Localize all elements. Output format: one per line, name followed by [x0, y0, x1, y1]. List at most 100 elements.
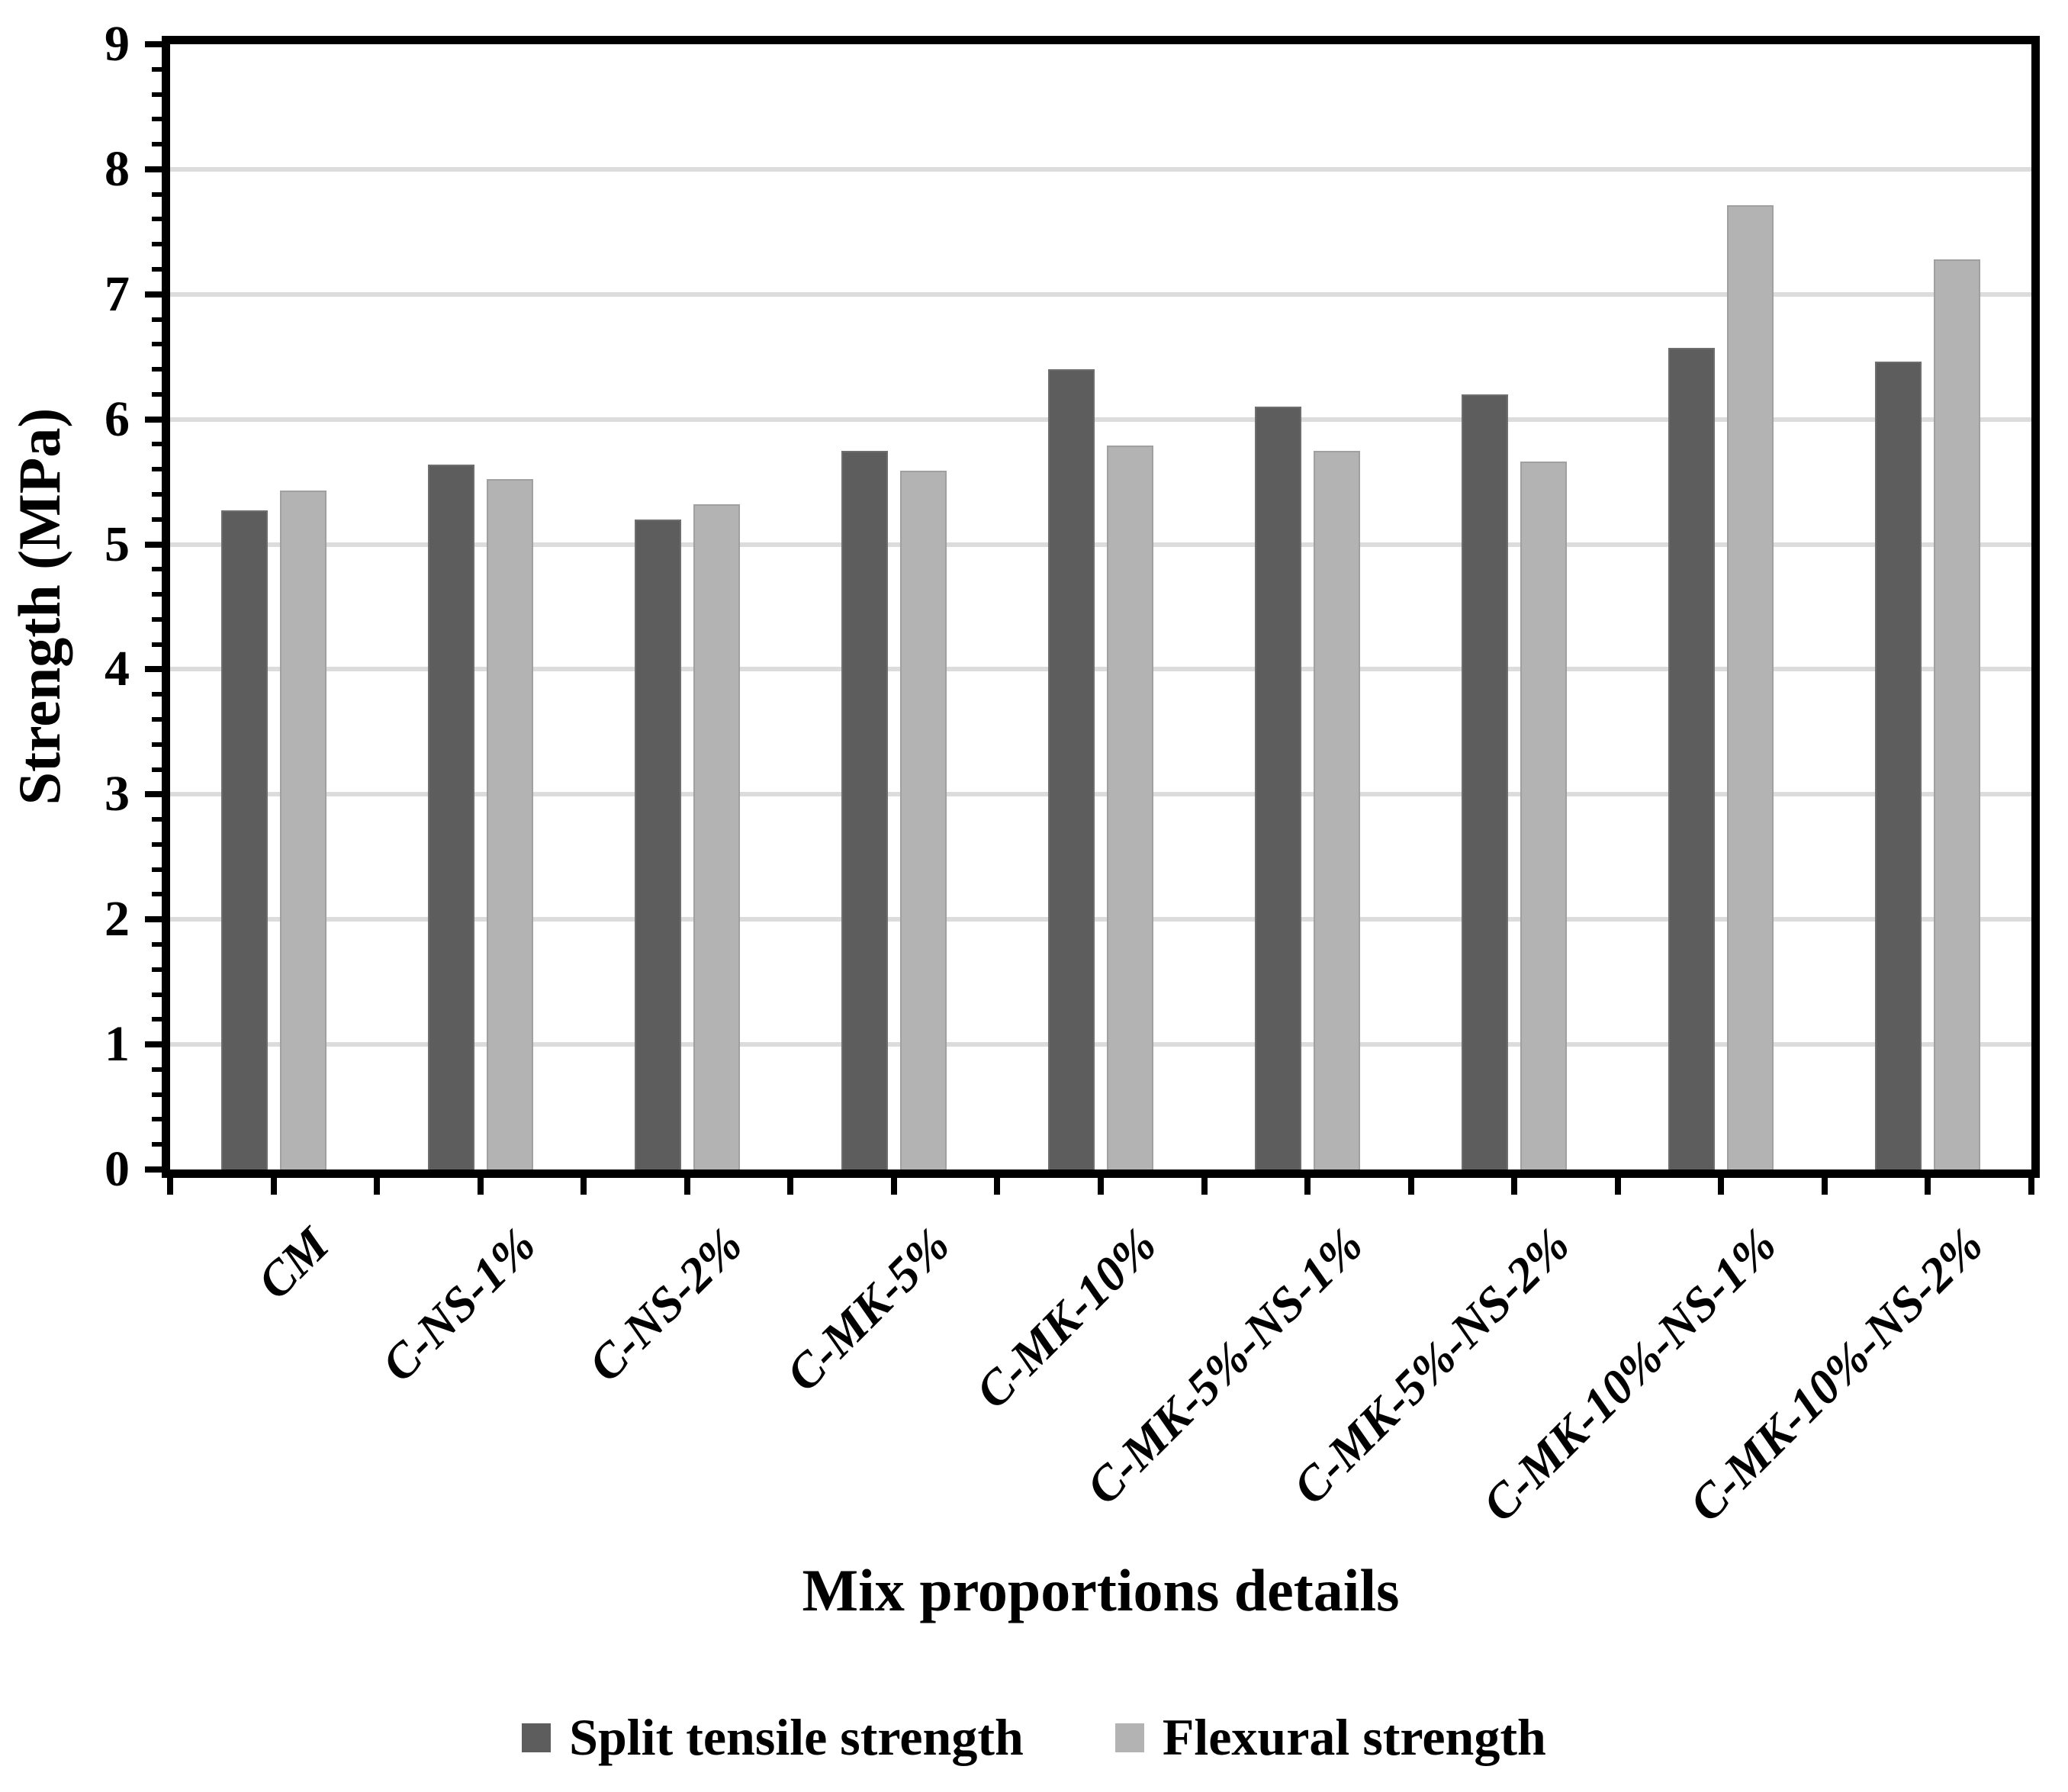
y-tick-label-2: 2: [105, 891, 130, 947]
y-tick-label-5: 5: [105, 516, 130, 572]
bar-split-tensile-C-MK-5%-NS-1%: [1255, 407, 1302, 1169]
y-major-tick-1: [145, 1041, 162, 1048]
y-axis-title-text: Strength (MPa): [6, 407, 72, 806]
y-minor-tick: [152, 117, 162, 122]
y-tick-label-3: 3: [105, 766, 130, 822]
x-tick: [683, 1178, 690, 1195]
y-minor-tick: [152, 992, 162, 997]
y-minor-tick: [152, 642, 162, 647]
bar-flexural-C-NS-1%: [486, 479, 533, 1169]
bar-split-tensile-C-NS-1%: [427, 464, 474, 1169]
x-tick: [1201, 1178, 1208, 1195]
gridline-8: [170, 166, 2031, 172]
y-minor-tick: [152, 942, 162, 947]
bar-flexural-C-MK-5%: [899, 470, 947, 1169]
y-major-tick-9: [145, 41, 162, 47]
plot-area: [145, 36, 2040, 1195]
legend-swatch-icon: [1114, 1723, 1144, 1752]
gridline-6: [170, 417, 2031, 422]
x-tick: [270, 1178, 277, 1195]
y-minor-tick: [152, 1142, 162, 1147]
bar-flexural-C-MK-10%: [1107, 446, 1153, 1169]
bar-split-tensile-CM: [220, 510, 268, 1169]
x-tick: [374, 1178, 381, 1195]
y-minor-tick: [152, 817, 162, 822]
y-minor-tick: [152, 92, 162, 97]
y-minor-tick: [152, 892, 162, 897]
y-minor-tick: [152, 367, 162, 372]
y-major-tick-3: [145, 791, 162, 798]
gridline-4: [170, 667, 2031, 672]
legend-label: Split tensile strength: [569, 1708, 1024, 1766]
legend: Split tensile strength Flexural strength: [0, 1707, 2068, 1768]
x-tick: [1718, 1178, 1725, 1195]
x-tick: [1821, 1178, 1828, 1195]
y-minor-tick: [152, 317, 162, 322]
y-major-tick-5: [145, 541, 162, 548]
y-tick-label-1: 1: [105, 1016, 130, 1073]
x-tick: [1407, 1178, 1414, 1195]
y-minor-tick: [152, 142, 162, 147]
y-minor-tick: [152, 342, 162, 347]
legend-label: Flexural strength: [1162, 1708, 1546, 1766]
legend-item-flexural: Flexural strength: [1114, 1707, 1546, 1768]
y-minor-tick: [152, 191, 162, 197]
gridline-1: [170, 1042, 2031, 1047]
y-minor-tick: [152, 567, 162, 572]
y-minor-tick: [152, 442, 162, 447]
bar-split-tensile-C-MK-10%-NS-1%: [1668, 348, 1716, 1169]
gridline-2: [170, 917, 2031, 922]
y-minor-tick: [152, 592, 162, 597]
bar-flexural-C-MK-5%-NS-1%: [1314, 450, 1361, 1169]
y-minor-tick: [152, 841, 162, 847]
x-axis-title: Mix proportions details: [802, 1557, 1400, 1623]
y-tick-label-0: 0: [105, 1141, 130, 1197]
y-minor-tick: [152, 1067, 162, 1072]
y-tick-label-9: 9: [105, 16, 130, 72]
y-minor-tick: [152, 1017, 162, 1022]
y-tick-label-7: 7: [105, 265, 130, 322]
y-tick-label-4: 4: [105, 641, 130, 697]
x-tick: [890, 1178, 897, 1195]
bar-split-tensile-C-MK-10%-NS-2%: [1875, 362, 1922, 1169]
y-minor-tick: [152, 717, 162, 722]
y-major-tick-4: [145, 666, 162, 673]
bar-split-tensile-C-NS-2%: [634, 519, 681, 1169]
x-tick: [477, 1178, 484, 1195]
y-major-tick-8: [145, 166, 162, 172]
x-category-label-CM: CM: [246, 1217, 339, 1310]
x-tick: [1304, 1178, 1311, 1195]
y-minor-tick: [152, 867, 162, 872]
bar-split-tensile-C-MK-5%-NS-2%: [1462, 394, 1509, 1169]
gridline-5: [170, 542, 2031, 547]
y-minor-tick: [152, 242, 162, 247]
y-major-tick-6: [145, 416, 162, 423]
bar-flexural-C-MK-10%-NS-2%: [1934, 259, 1981, 1169]
y-minor-tick: [152, 967, 162, 972]
legend-swatch-icon: [522, 1723, 552, 1752]
bar-flexural-C-NS-2%: [693, 504, 740, 1169]
x-category-label-C-MK-5%: C-MK-5%: [775, 1217, 960, 1401]
y-tick-label-8: 8: [105, 140, 130, 197]
y-major-tick-2: [145, 916, 162, 923]
y-minor-tick: [152, 692, 162, 697]
y-minor-tick: [152, 516, 162, 522]
y-minor-tick: [152, 267, 162, 272]
y-tick-label-6: 6: [105, 391, 130, 447]
y-minor-tick: [152, 492, 162, 497]
bar-split-tensile-C-MK-10%: [1048, 369, 1095, 1169]
x-tick: [581, 1178, 587, 1195]
x-tick: [1098, 1178, 1104, 1195]
y-major-tick-7: [145, 291, 162, 298]
y-major-tick-0: [145, 1166, 162, 1173]
bar-split-tensile-C-MK-5%: [841, 450, 888, 1169]
y-minor-tick: [152, 742, 162, 747]
bar-flexural-C-MK-5%-NS-2%: [1520, 462, 1568, 1169]
x-tick: [787, 1178, 794, 1195]
bar-flexural-C-MK-10%-NS-1%: [1727, 205, 1774, 1169]
y-minor-tick: [152, 616, 162, 622]
x-category-label-C-MK-10%: C-MK-10%: [965, 1217, 1166, 1419]
gridline-7: [170, 291, 2031, 297]
y-minor-tick: [152, 66, 162, 72]
